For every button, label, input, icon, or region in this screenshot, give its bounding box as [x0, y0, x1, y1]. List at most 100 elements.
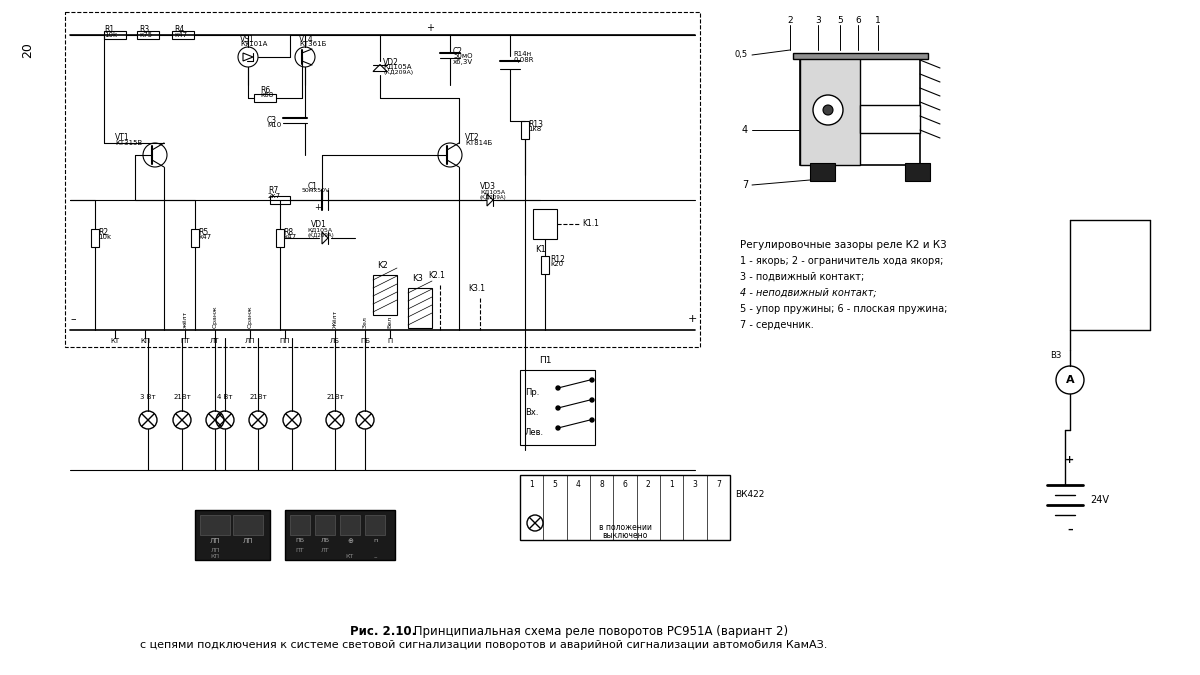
Bar	[521, 121, 529, 139]
Text: R8: R8	[283, 228, 293, 237]
Text: 4: 4	[742, 125, 748, 135]
Bar	[340, 515, 360, 535]
Text: (КД209А): (КД209А)	[383, 70, 413, 75]
Text: 0,08R: 0,08R	[514, 57, 534, 63]
Text: КД105А: КД105А	[383, 64, 412, 70]
Text: –: –	[373, 554, 377, 560]
Polygon shape	[242, 53, 253, 61]
Text: 7 - сердечник.: 7 - сердечник.	[740, 320, 814, 330]
Text: ЛТ: ЛТ	[210, 338, 220, 344]
Text: 50мО: 50мО	[454, 53, 473, 59]
Text: C2: C2	[454, 47, 463, 56]
Text: VD3: VD3	[480, 182, 496, 191]
Text: 1 - якорь; 2 - ограничитель хода якоря;: 1 - якорь; 2 - ограничитель хода якоря;	[740, 256, 943, 266]
Text: к47: к47	[283, 234, 296, 240]
Text: Вх.: Вх.	[526, 408, 539, 417]
Text: КП: КП	[140, 338, 150, 344]
Bar	[905, 163, 930, 181]
Text: R12: R12	[550, 255, 565, 264]
Text: R7: R7	[268, 186, 278, 195]
Text: K3.1: K3.1	[468, 284, 485, 293]
Text: R13: R13	[528, 120, 542, 129]
Polygon shape	[322, 232, 328, 244]
Text: КТ315В: КТ315В	[115, 140, 143, 146]
Text: 2: 2	[646, 480, 650, 489]
Text: 21Вт: 21Вт	[250, 394, 266, 400]
Text: ⊕: ⊕	[347, 538, 353, 544]
Text: ПТ: ПТ	[295, 548, 305, 553]
Text: 21Вт: 21Вт	[326, 394, 344, 400]
Bar	[860, 105, 920, 133]
Text: K3: K3	[412, 274, 422, 283]
Text: ЛП: ЛП	[242, 538, 253, 544]
Bar	[137, 31, 158, 39]
Text: R4: R4	[174, 25, 185, 34]
Text: 1к8: 1к8	[528, 126, 541, 132]
Text: КТ361Б: КТ361Б	[299, 41, 326, 47]
Text: 3: 3	[692, 480, 697, 489]
Polygon shape	[373, 65, 386, 72]
Bar	[408, 288, 432, 328]
Text: к68: к68	[260, 92, 274, 98]
Text: КП: КП	[210, 554, 220, 559]
Text: A: A	[1066, 375, 1074, 385]
Text: Регулировочные зазоры реле К2 и К3: Регулировочные зазоры реле К2 и К3	[740, 240, 947, 250]
Text: 3 - подвижный контакт;: 3 - подвижный контакт;	[740, 272, 864, 282]
Circle shape	[556, 406, 560, 410]
Text: 4: 4	[576, 480, 581, 489]
Text: K1.1: K1.1	[582, 219, 599, 229]
Text: R1: R1	[104, 25, 114, 34]
Circle shape	[556, 386, 560, 390]
Text: 3 Вт: 3 Вт	[140, 394, 156, 400]
Bar	[172, 31, 194, 39]
Text: Зел: Зел	[362, 316, 367, 328]
Text: C3: C3	[266, 116, 277, 125]
Text: ЛП: ЛП	[245, 338, 256, 344]
Bar	[276, 229, 284, 247]
Text: –: –	[1067, 525, 1073, 535]
Text: 1: 1	[670, 480, 674, 489]
Text: к47: к47	[198, 234, 211, 240]
Text: VS1: VS1	[240, 35, 254, 44]
Text: 5 - упор пружины; 6 - плоская пружина;: 5 - упор пружины; 6 - плоская пружина;	[740, 304, 947, 314]
Bar	[541, 256, 550, 274]
Bar	[800, 55, 860, 165]
Text: 0,5: 0,5	[734, 51, 748, 59]
Text: 1: 1	[529, 480, 534, 489]
Bar	[191, 229, 199, 247]
Bar	[194, 510, 270, 560]
Text: 6: 6	[856, 16, 860, 25]
Bar	[286, 510, 395, 560]
Text: Оранж: Оранж	[212, 305, 217, 328]
Circle shape	[814, 95, 842, 125]
Bar	[200, 515, 230, 535]
Text: 1: 1	[875, 16, 881, 25]
Text: Принципиальная схема реле поворотов РС951А (вариант 2): Принципиальная схема реле поворотов РС95…	[410, 625, 788, 638]
Text: выключено: выключено	[602, 531, 648, 540]
Text: 8: 8	[599, 480, 604, 489]
Text: Пр.: Пр.	[526, 388, 539, 397]
Text: 4 Вт: 4 Вт	[217, 394, 233, 400]
Text: ЛБ: ЛБ	[320, 538, 330, 543]
Text: +: +	[1066, 455, 1075, 465]
Text: 50мх50V: 50мх50V	[302, 188, 330, 193]
Bar	[65, 12, 700, 347]
Text: п: п	[373, 538, 377, 543]
Text: Лев.: Лев.	[526, 428, 544, 437]
Text: 7: 7	[742, 180, 748, 190]
Text: 21Вт: 21Вт	[173, 394, 191, 400]
Text: 4 - неподвижный контакт;: 4 - неподвижный контакт;	[740, 288, 877, 298]
Circle shape	[823, 105, 833, 115]
Text: 2к7: 2к7	[268, 193, 281, 199]
Text: в положении: в положении	[599, 523, 652, 532]
Text: к75: к75	[139, 32, 152, 38]
Bar	[793, 53, 928, 59]
Bar	[373, 275, 397, 315]
Text: K1: K1	[535, 245, 546, 254]
Text: VT4: VT4	[299, 35, 313, 44]
Bar	[254, 94, 276, 102]
Bar	[290, 515, 310, 535]
Text: 6: 6	[623, 480, 628, 489]
Bar	[314, 515, 335, 535]
Text: ЛТ: ЛТ	[320, 548, 329, 553]
